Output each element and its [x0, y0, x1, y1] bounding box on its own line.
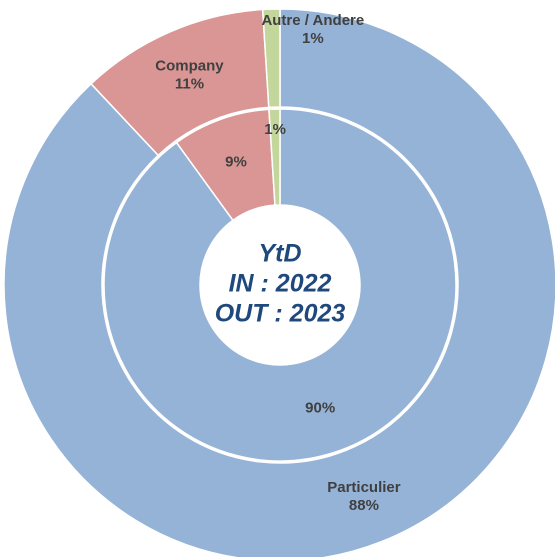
- slice-category-label: Company: [155, 58, 224, 75]
- slice-category-label: Autre / Andere: [261, 12, 364, 29]
- slice-value-label: 9%: [225, 154, 247, 171]
- donut-slice: [103, 108, 457, 462]
- slice-value-label: 1%: [302, 30, 324, 47]
- slice-value-label: 1%: [264, 121, 286, 138]
- slice-category-label: Particulier: [327, 479, 401, 496]
- center-text: OUT : 2023: [215, 300, 346, 328]
- slice-value-label: 90%: [305, 400, 335, 417]
- center-text: IN : 2022: [229, 270, 332, 298]
- donut-slice: [261, 8, 281, 109]
- center-text: YtD: [258, 240, 301, 268]
- slice-value-label: 88%: [349, 497, 379, 514]
- donut-slice: [268, 108, 281, 206]
- rings: [3, 8, 555, 557]
- slice-value-label: 11%: [175, 76, 204, 93]
